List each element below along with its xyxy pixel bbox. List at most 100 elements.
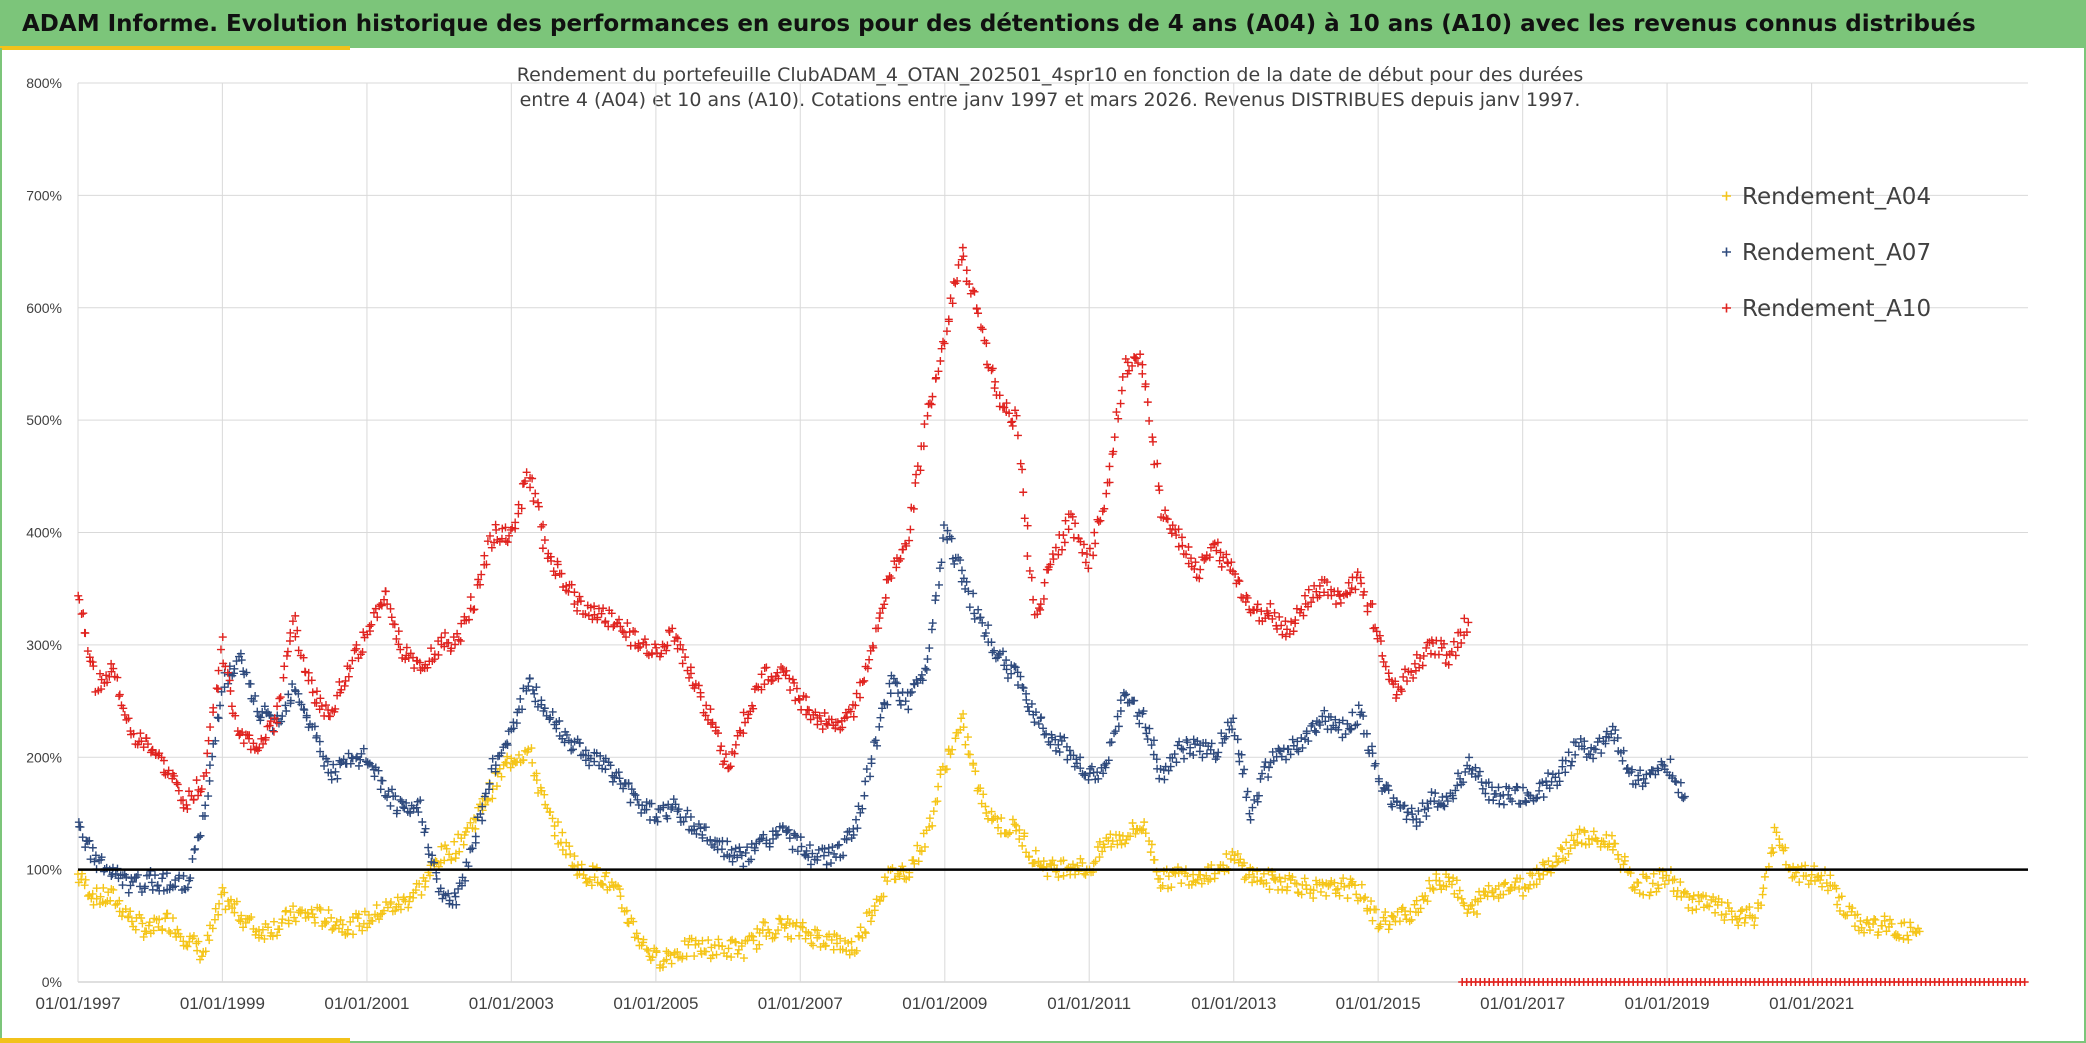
- y-tick-label: 800%: [26, 75, 62, 91]
- data-point: [686, 669, 695, 678]
- data-point: [1522, 798, 1531, 807]
- data-point: [1425, 876, 1434, 885]
- data-point: [1634, 776, 1643, 785]
- x-tick-label: 01/01/2011: [1047, 994, 1131, 1013]
- data-point: [827, 859, 836, 868]
- data-point: [386, 801, 395, 810]
- data-point: [896, 554, 905, 563]
- data-point: [856, 808, 865, 817]
- data-point: [1094, 774, 1103, 783]
- data-point: [1011, 663, 1020, 672]
- data-point: [1439, 801, 1448, 810]
- data-point: [1180, 754, 1188, 763]
- data-point: [487, 543, 496, 552]
- data-point: [1102, 489, 1111, 498]
- data-point: [1885, 915, 1894, 924]
- data-point: [1613, 733, 1622, 742]
- data-point: [833, 841, 842, 850]
- data-point: [962, 577, 971, 586]
- data-point: [1689, 891, 1698, 900]
- data-point: [934, 782, 943, 791]
- data-point: [1354, 701, 1363, 710]
- data-point: [1688, 895, 1697, 904]
- data-point: [1368, 742, 1376, 751]
- data-point: [1360, 587, 1369, 596]
- data-point: [1118, 372, 1127, 381]
- data-point: [1359, 712, 1368, 721]
- data-point: [913, 462, 922, 471]
- data-point: [862, 765, 871, 774]
- data-point: [976, 613, 985, 622]
- data-point: [1421, 891, 1430, 900]
- data-point: [1865, 926, 1874, 935]
- data-point: [1158, 881, 1167, 890]
- data-point: [727, 953, 736, 962]
- data-point: [415, 879, 424, 888]
- data-point: [783, 932, 792, 941]
- data-point: [425, 871, 434, 880]
- data-point: [1597, 749, 1606, 758]
- data-point: [1381, 917, 1390, 926]
- data-point: [450, 889, 459, 898]
- data-point: [717, 742, 726, 751]
- data-point: [1416, 904, 1425, 913]
- data-point: [421, 877, 430, 886]
- data-point: [524, 682, 533, 691]
- data-point: [1197, 879, 1206, 888]
- y-tick-label: 500%: [26, 412, 62, 428]
- data-point: [1013, 431, 1022, 440]
- data-point: [858, 678, 867, 687]
- data-point: [517, 504, 526, 513]
- data-point: [1499, 890, 1508, 899]
- data-point: [1085, 544, 1094, 553]
- data-point: [1770, 823, 1779, 832]
- data-point: [326, 712, 335, 721]
- data-point: [89, 662, 98, 671]
- accent-bar-bottom: [0, 1038, 350, 1043]
- data-point: [1400, 801, 1409, 810]
- data-point: [1649, 869, 1658, 878]
- data-point: [662, 947, 671, 956]
- data-point: [232, 657, 241, 666]
- data-point: [96, 892, 105, 901]
- data-point: [1163, 515, 1172, 524]
- data-point: [585, 875, 594, 884]
- data-point: [1000, 403, 1009, 412]
- data-point: [1619, 860, 1628, 869]
- data-point: [1193, 875, 1202, 884]
- data-point: [1236, 855, 1245, 864]
- data-point: [600, 872, 609, 881]
- data-point: [913, 841, 922, 850]
- data-point: [1256, 774, 1265, 783]
- data-point: [1089, 551, 1098, 560]
- data-point: [1673, 886, 1682, 895]
- data-point: [1155, 486, 1164, 495]
- data-point: [618, 627, 627, 636]
- data-point: [532, 683, 541, 692]
- data-point: [1462, 628, 1471, 637]
- data-point: [899, 866, 908, 875]
- data-point: [577, 860, 586, 869]
- data-point: [512, 719, 521, 728]
- data-point: [1611, 839, 1620, 848]
- data-point: [415, 658, 424, 667]
- data-point: [291, 611, 300, 620]
- data-point: [1315, 721, 1324, 730]
- data-point: [686, 812, 695, 821]
- data-point: [912, 470, 921, 479]
- data-point: [883, 700, 892, 709]
- data-point: [1156, 874, 1165, 883]
- data-point: [549, 567, 558, 576]
- data-point: [312, 699, 321, 708]
- data-point: [1183, 738, 1192, 747]
- data-point: [1312, 587, 1321, 596]
- data-point: [1248, 803, 1257, 812]
- data-point: [845, 827, 854, 836]
- data-point: [1249, 873, 1258, 882]
- data-point: [1878, 921, 1887, 930]
- data-point: [1461, 767, 1470, 776]
- data-point: [1378, 651, 1387, 660]
- data-point: [1271, 876, 1280, 885]
- data-point: [136, 729, 145, 738]
- data-point: [230, 664, 239, 673]
